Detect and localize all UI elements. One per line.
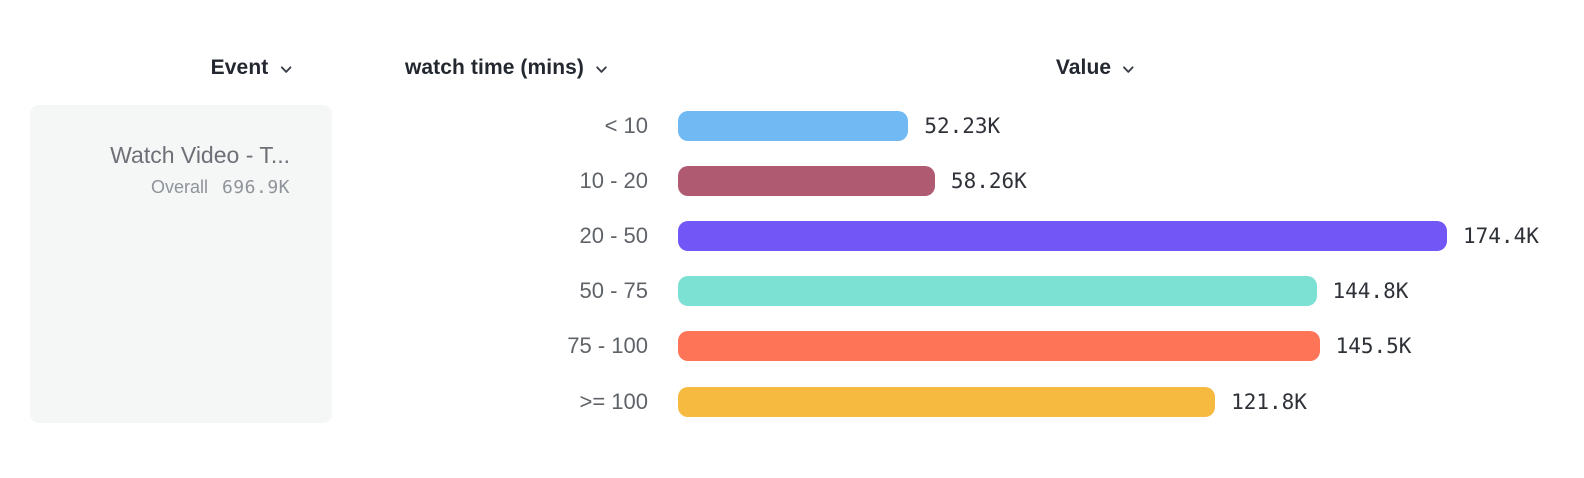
bar-chart: < 10 52.23K 10 - 20 58.26K 20 - 50 174.4K 50 -… [0, 98, 1584, 429]
bar[interactable] [678, 220, 1447, 251]
bar-track: 52.23K [678, 110, 1447, 141]
bar-row: 10 - 20 58.26K [0, 153, 1584, 208]
chevron-down-icon [596, 66, 607, 73]
bar-track: 121.8K [678, 386, 1447, 417]
column-header-event-label: Event [210, 56, 269, 79]
event-overall-row: Overall 696.9K [50, 177, 290, 198]
category-label: 20 - 50 [579, 222, 649, 248]
value-label: 145.5K [1335, 334, 1412, 359]
value-label: 58.26K [950, 168, 1027, 193]
chevron-down-icon [280, 66, 292, 73]
bar-track: 145.5K [678, 331, 1447, 362]
bar[interactable] [678, 165, 935, 196]
overall-label: Overall [150, 177, 208, 197]
bar[interactable] [678, 386, 1216, 417]
bar-row: 75 - 100 145.5K [0, 319, 1584, 374]
event-title: Watch Video - T... [110, 142, 290, 168]
event-card[interactable]: Watch Video - T... Overall 696.9K [30, 105, 332, 423]
value-label: 121.8K [1231, 389, 1307, 414]
bar-track: 174.4K [678, 220, 1539, 251]
value-label: 52.23K [924, 113, 1001, 138]
value-label: 144.8K [1332, 279, 1409, 304]
overall-value: 696.9K [221, 177, 290, 198]
bar-row: 50 - 75 144.8K [0, 264, 1584, 319]
column-header-value[interactable]: Value [1056, 54, 1136, 82]
bar-row: 20 - 50 174.4K [0, 208, 1584, 263]
category-label: >= 100 [579, 388, 648, 414]
category-label: 50 - 75 [579, 278, 649, 304]
category-label: 10 - 20 [579, 167, 649, 193]
bar[interactable] [678, 110, 909, 141]
category-label: < 10 [604, 112, 648, 138]
chevron-down-icon [1123, 66, 1134, 73]
column-header-value-label: Value [1055, 56, 1112, 79]
bar-track: 144.8K [678, 276, 1447, 307]
column-header-breakdown-label: watch time (mins) [404, 56, 585, 79]
value-label: 174.4K [1463, 223, 1539, 248]
bar[interactable] [678, 331, 1320, 362]
column-header-event[interactable]: Event [211, 54, 294, 82]
bar-row: < 10 52.23K [0, 98, 1584, 153]
bar[interactable] [678, 276, 1317, 307]
bar-row: >= 100 121.8K [0, 374, 1584, 429]
category-label: 75 - 100 [567, 333, 648, 359]
column-header-breakdown[interactable]: watch time (mins) [405, 54, 609, 82]
bar-track: 58.26K [678, 165, 1447, 196]
